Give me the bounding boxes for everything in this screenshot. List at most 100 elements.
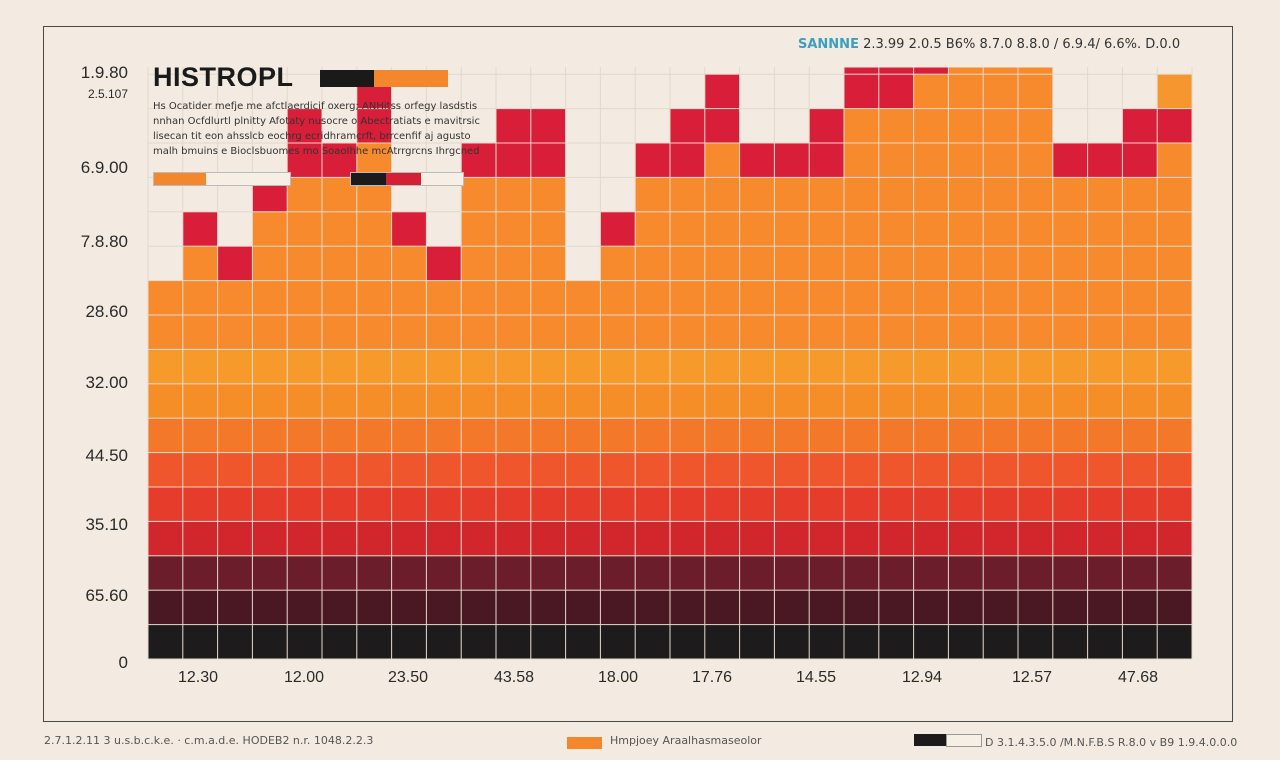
histogram-cell <box>218 453 252 487</box>
histogram-cell <box>287 453 322 487</box>
histogram-cell <box>218 556 252 590</box>
histogram-cell <box>983 143 1018 177</box>
histogram-cell <box>461 177 496 212</box>
histogram-bar <box>600 212 635 659</box>
histogram-cell <box>1157 349 1192 384</box>
histogram-cell <box>740 453 774 487</box>
histogram-cell <box>218 521 252 556</box>
histogram-cell <box>1088 281 1122 315</box>
histogram-cell <box>844 487 879 521</box>
histogram-cell <box>670 349 705 384</box>
histogram-cell <box>1053 521 1088 556</box>
histogram-cell <box>670 590 705 625</box>
histogram-bar <box>740 143 774 659</box>
histogram-cell <box>948 143 983 177</box>
histogram-cell <box>635 453 670 487</box>
histogram-cell <box>844 177 879 212</box>
x-tick-label: 12.30 <box>177 669 219 686</box>
histogram-cell <box>809 212 844 246</box>
histogram-cell <box>1088 177 1122 212</box>
histogram-bar <box>983 67 1018 659</box>
footer-legend-dark-swatch <box>914 734 946 746</box>
histogram-cell <box>252 315 287 349</box>
histogram-cell <box>496 349 531 384</box>
histogram-cell <box>357 384 392 418</box>
histogram-cell <box>809 109 844 143</box>
histogram-cell <box>705 109 740 143</box>
histogram-cell <box>1053 418 1088 453</box>
histogram-cell <box>148 453 183 487</box>
histogram-cell <box>948 315 983 349</box>
histogram-cell <box>218 418 252 453</box>
histogram-cell <box>670 625 705 659</box>
histogram-cell <box>426 246 461 281</box>
histogram-cell <box>635 246 670 281</box>
histogram-cell <box>600 281 635 315</box>
histogram-cell <box>740 349 774 384</box>
histogram-cell <box>844 212 879 246</box>
histogram-cell <box>983 521 1018 556</box>
histogram-cell <box>1088 625 1122 659</box>
histogram-cell <box>1088 556 1122 590</box>
histogram-bar <box>426 246 461 659</box>
histogram-cell <box>879 212 914 246</box>
histogram-cell <box>1122 590 1157 625</box>
histogram-bar <box>1088 143 1122 659</box>
histogram-cell <box>392 625 426 659</box>
histogram-cell <box>844 315 879 349</box>
histogram-cell <box>1088 418 1122 453</box>
histogram-cell <box>1053 625 1088 659</box>
histogram-cell <box>392 246 426 281</box>
histogram-cell <box>148 521 183 556</box>
histogram-bar <box>1018 67 1053 659</box>
histogram-cell <box>600 246 635 281</box>
histogram-cell <box>218 590 252 625</box>
histogram-cell <box>809 521 844 556</box>
histogram-cell <box>1018 246 1053 281</box>
histogram-cell <box>392 590 426 625</box>
histogram-cell <box>844 109 879 143</box>
histogram-cell <box>844 625 879 659</box>
histogram-cell <box>1088 315 1122 349</box>
histogram-cell <box>740 246 774 281</box>
histogram-bar <box>461 143 496 659</box>
histogram-cell <box>357 109 392 143</box>
histogram-cell <box>1088 349 1122 384</box>
histogram-cell <box>531 625 566 659</box>
histogram-cell <box>218 384 252 418</box>
histogram-cell <box>635 521 670 556</box>
histogram-cell <box>357 315 392 349</box>
x-tick-label: 17.76 <box>691 669 733 686</box>
histogram-cell <box>809 556 844 590</box>
histogram-cell <box>844 143 879 177</box>
histogram-cell <box>496 556 531 590</box>
x-tick-label: 23.50 <box>387 669 429 686</box>
histogram-cell <box>879 556 914 590</box>
description-line-2: nnhan Ocfdlurtl plnitty Afotaty nusocre … <box>153 116 480 127</box>
histogram-cell <box>148 281 183 315</box>
histogram-cell <box>357 487 392 521</box>
histogram-cell <box>1122 315 1157 349</box>
histogram-cell <box>461 349 496 384</box>
histogram-cell <box>461 281 496 315</box>
histogram-cell <box>1157 521 1192 556</box>
histogram-cell <box>496 590 531 625</box>
histogram-cell <box>879 67 914 74</box>
histogram-cell <box>566 315 600 349</box>
histogram-cell <box>1157 487 1192 521</box>
histogram-cell <box>740 177 774 212</box>
chart-title: HISTROPL <box>153 62 294 92</box>
histogram-bar <box>1122 109 1157 659</box>
histogram-cell <box>1157 143 1192 177</box>
histogram-cell <box>1157 384 1192 418</box>
histogram-cell <box>1053 212 1088 246</box>
histogram-cell <box>496 521 531 556</box>
histogram-cell <box>566 281 600 315</box>
histogram-bar <box>287 109 322 659</box>
histogram-cell <box>809 418 844 453</box>
histogram-cell <box>914 590 948 625</box>
histogram-cell <box>496 109 531 143</box>
histogram-cell <box>148 625 183 659</box>
histogram-cell <box>392 212 426 246</box>
histogram-cell <box>1018 109 1053 143</box>
